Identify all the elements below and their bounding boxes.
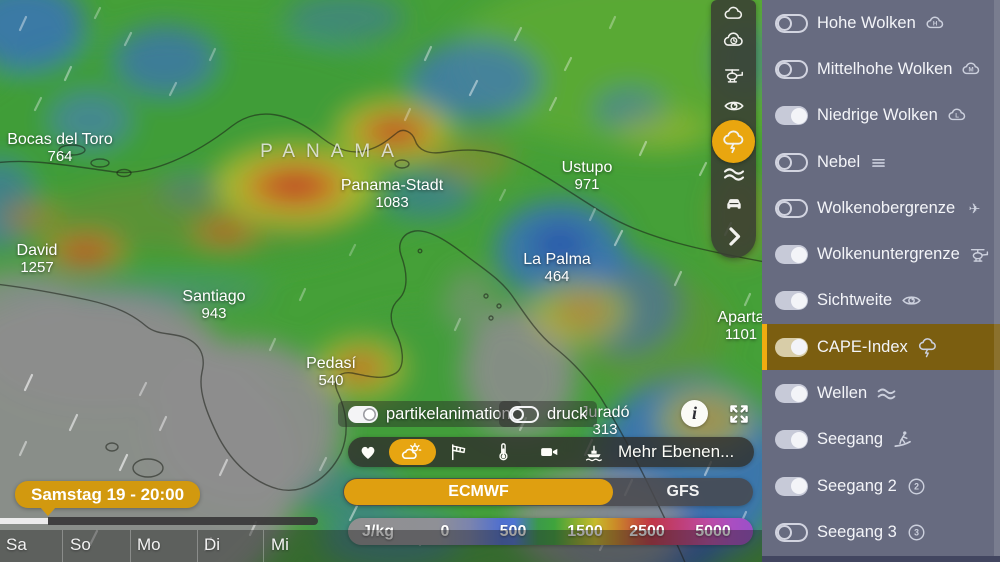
- particle-animation-label: partikelanimation: [386, 404, 511, 423]
- pressure-toggle[interactable]: [509, 406, 539, 423]
- more-layers-button[interactable]: Mehr Ebenen...: [618, 442, 735, 461]
- cloud-l-icon: [947, 105, 968, 126]
- favorites-heart-icon[interactable]: [358, 442, 379, 463]
- fullscreen-icon[interactable]: [726, 401, 752, 427]
- circle-2-icon: [906, 476, 927, 497]
- webcam-icon[interactable]: [539, 442, 560, 463]
- overlay-sidebar: Hohe Wolken Mittelhohe Wolken Niedrige W…: [762, 0, 1000, 562]
- timeline-day[interactable]: Sa: [6, 535, 27, 554]
- sidebar-scrollbar[interactable]: [994, 0, 1000, 562]
- country-label: PANAMA: [260, 141, 405, 162]
- toggle[interactable]: [775, 60, 808, 79]
- sidebar-item-cape-index[interactable]: CAPE-Index: [762, 324, 1000, 371]
- chevron-right-icon[interactable]: [722, 224, 746, 248]
- toggle[interactable]: [775, 337, 808, 357]
- model-gfs-button[interactable]: GFS: [666, 483, 700, 500]
- eye-icon[interactable]: [723, 95, 745, 117]
- toggle[interactable]: [775, 153, 808, 172]
- info-button[interactable]: i: [681, 400, 708, 427]
- toggle[interactable]: [775, 106, 808, 126]
- model-ecmwf-button[interactable]: ECMWF: [344, 479, 613, 505]
- sidebar-item-wolkenobergrenze[interactable]: Wolkenobergrenze: [762, 185, 1000, 231]
- sidebar-item-wolkenuntergrenze[interactable]: Wolkenuntergrenze: [762, 231, 1000, 277]
- sidebar-item-niedrige-wolken[interactable]: Niedrige Wolken: [762, 93, 1000, 139]
- cloud-h-icon: [925, 13, 946, 34]
- ship-icon[interactable]: [584, 442, 605, 463]
- overlay-quick-strip: [711, 0, 756, 258]
- timeline-day[interactable]: Mo: [137, 535, 161, 554]
- particle-animation-toggle-group: partikelanimation: [338, 401, 521, 427]
- timeline-elapsed-track[interactable]: [0, 518, 48, 524]
- cape-overlay: [0, 0, 762, 562]
- timeline-day-strip[interactable]: Sa So Mo Di Mi: [0, 530, 762, 562]
- sidebar-item-sichtweite[interactable]: Sichtweite: [762, 278, 1000, 324]
- windsock-icon[interactable]: [448, 442, 469, 463]
- circle-3-icon: [906, 522, 927, 543]
- scale-tick: 2500: [629, 523, 665, 540]
- sidebar-item-hohe-wolken[interactable]: Hohe Wolken: [762, 0, 1000, 46]
- scale-tick: 1500: [567, 523, 603, 540]
- scale-unit: J/kg: [362, 523, 395, 540]
- timeline-day[interactable]: Mi: [271, 535, 289, 554]
- toggle[interactable]: [775, 291, 808, 311]
- toggle[interactable]: [775, 384, 808, 404]
- pressure-toggle-group: druck: [499, 401, 598, 427]
- toggle[interactable]: [775, 14, 808, 33]
- thermometer-icon[interactable]: [493, 442, 514, 463]
- waves-icon: [876, 383, 897, 404]
- toggle[interactable]: [775, 476, 808, 496]
- active-overlay-highlight: [712, 120, 755, 163]
- helicopter-icon[interactable]: [723, 64, 745, 86]
- scale-tick: 5000: [695, 523, 731, 540]
- plane-icon: [964, 198, 985, 219]
- sidebar-footer-strip: [762, 556, 1000, 562]
- timeline-time-badge[interactable]: Samstag 19 - 20:00: [15, 481, 201, 508]
- timeline-day[interactable]: Di: [204, 535, 221, 554]
- cloud-clock-icon[interactable]: [723, 29, 745, 51]
- sidebar-item-seegang-2[interactable]: Seegang 2: [762, 463, 1000, 509]
- toggle[interactable]: [775, 199, 808, 218]
- particle-animation-toggle[interactable]: [348, 405, 378, 423]
- model-selector: ECMWF GFS: [343, 478, 753, 506]
- coastline: [0, 113, 762, 562]
- waves-icon[interactable]: [722, 162, 746, 186]
- toggle[interactable]: [775, 523, 808, 542]
- weather-suncloud-icon[interactable]: [401, 441, 424, 464]
- cloud-icon[interactable]: [723, 3, 745, 25]
- scale-tick: 0: [440, 523, 450, 540]
- pressure-label: druck: [547, 404, 588, 423]
- sidebar-item-wellen[interactable]: Wellen: [762, 370, 1000, 416]
- timeline-day[interactable]: So: [70, 535, 91, 554]
- toggle[interactable]: [775, 245, 808, 265]
- layers-bar: Mehr Ebenen...: [348, 437, 754, 467]
- weather-map[interactable]: PANAMA Bocas del Toro 764 David 1257 San…: [0, 0, 762, 562]
- surfer-icon: [892, 429, 913, 450]
- fog-icon: [869, 153, 888, 172]
- timeline-track[interactable]: [48, 517, 318, 525]
- cloud-m-icon: [961, 59, 982, 80]
- sidebar-item-seegang[interactable]: Seegang: [762, 417, 1000, 463]
- helicopter-icon: [969, 244, 990, 265]
- storm-cloud-icon[interactable]: [721, 128, 747, 154]
- storm-cloud-icon: [917, 336, 939, 358]
- car-icon[interactable]: [722, 192, 745, 215]
- eye-icon: [901, 290, 922, 311]
- scale-tick: 500: [499, 523, 527, 540]
- timeline-badge-pointer: [40, 507, 56, 516]
- toggle[interactable]: [775, 430, 808, 450]
- sidebar-item-nebel[interactable]: Nebel: [762, 139, 1000, 185]
- cape-color-scale[interactable]: J/kg 0 500 1500 2500 5000: [348, 518, 753, 545]
- sidebar-item-seegang-3[interactable]: Seegang 3: [762, 509, 1000, 555]
- sidebar-item-mittelhohe-wolken[interactable]: Mittelhohe Wolken: [762, 46, 1000, 92]
